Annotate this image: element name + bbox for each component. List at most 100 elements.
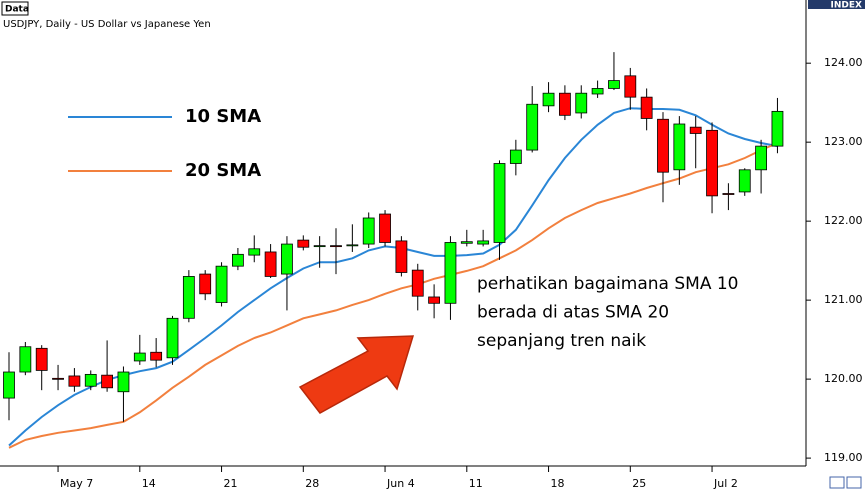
candle [738, 168, 751, 196]
chart-title: USDJPY, Daily - US Dollar vs Japanese Ye… [3, 19, 211, 30]
candle [559, 85, 571, 121]
candle-body [509, 149, 522, 164]
y-tick-label: 124.00 [824, 56, 863, 69]
candle [379, 210, 391, 247]
candle [362, 212, 375, 249]
candle-body [477, 240, 490, 245]
candle [19, 341, 32, 376]
candle-body [395, 240, 408, 273]
candle [346, 224, 359, 252]
annotation-text: berada di atas SMA 20 [477, 303, 669, 323]
candle-body [84, 373, 97, 387]
candle [248, 235, 261, 263]
candle [591, 80, 604, 98]
candle [182, 270, 195, 323]
candle [722, 183, 735, 211]
candle [330, 228, 342, 275]
candle-body [346, 244, 359, 247]
candle-body [542, 92, 555, 107]
x-tick-label: 25 [632, 477, 646, 490]
candle-body [313, 245, 326, 248]
candle [542, 82, 555, 113]
candle-body [771, 110, 784, 147]
x-tick-label: 28 [305, 477, 319, 490]
legend-label: 10 SMA [185, 106, 261, 127]
candle [231, 248, 244, 271]
candle [444, 236, 457, 320]
candle [297, 235, 310, 251]
candle [460, 229, 473, 247]
candle [395, 236, 408, 277]
candle [657, 112, 669, 203]
candle-body [722, 193, 735, 195]
candle [68, 368, 81, 392]
candle-body [444, 242, 457, 304]
candle [640, 88, 653, 131]
y-tick-label: 120.00 [824, 372, 863, 385]
candle [526, 86, 539, 153]
candle [624, 67, 637, 110]
candle-body [297, 239, 310, 248]
candle-body [117, 371, 130, 393]
candle-body [150, 351, 163, 361]
candle-body [624, 75, 637, 98]
candle-body [231, 253, 244, 267]
candle-body [3, 371, 15, 399]
y-tick-label: 121.00 [824, 293, 863, 306]
x-tick-label: 18 [551, 477, 565, 490]
candle-body [673, 123, 686, 171]
annotation-text: sepanjang tren naik [477, 331, 646, 351]
candle [215, 262, 228, 307]
candle-body [657, 118, 669, 173]
candle-body [689, 126, 702, 134]
x-tick-label: 11 [469, 477, 483, 490]
candle [313, 236, 326, 268]
candle-body [362, 217, 375, 245]
candle [3, 352, 15, 421]
annotation-text: perhatikan bagaimana SMA 10 [477, 274, 739, 294]
candle [84, 370, 97, 391]
candle [689, 116, 702, 169]
candle [673, 116, 686, 185]
candle [52, 364, 64, 391]
candle-body [493, 163, 506, 243]
candle-body [608, 80, 620, 89]
candle [428, 284, 441, 319]
panel-label: Data [5, 5, 29, 15]
x-tick-label: 14 [142, 477, 156, 490]
candle [411, 263, 424, 311]
candle [509, 139, 522, 176]
candle-body [52, 377, 64, 380]
index-label: INDEX [831, 1, 862, 11]
candle-body [68, 375, 81, 387]
candle [101, 340, 113, 392]
x-tick-label: May 7 [60, 477, 93, 490]
y-tick-label: 122.00 [824, 214, 863, 227]
candle [150, 338, 163, 368]
candle [117, 366, 130, 422]
x-tick-label: 21 [224, 477, 238, 490]
candle-body [166, 317, 179, 359]
candle [166, 315, 179, 365]
sma-line [8, 142, 778, 449]
candle [264, 244, 277, 279]
candle-body [281, 243, 293, 275]
candle-body [215, 265, 228, 303]
candle-body [19, 346, 32, 373]
candle [608, 52, 620, 91]
candle-body [379, 213, 391, 243]
candle-body [460, 241, 473, 244]
candle-body [264, 251, 277, 277]
candle-body [706, 129, 718, 197]
candle-body [199, 273, 212, 295]
panel-label-box [1, 1, 29, 16]
candle [771, 97, 784, 154]
candle [575, 85, 588, 119]
icon [846, 476, 862, 489]
candle-body [428, 296, 441, 304]
candle [35, 345, 48, 391]
y-tick-label: 123.00 [824, 135, 863, 148]
candle-body [640, 96, 653, 119]
candle-body [738, 169, 751, 193]
